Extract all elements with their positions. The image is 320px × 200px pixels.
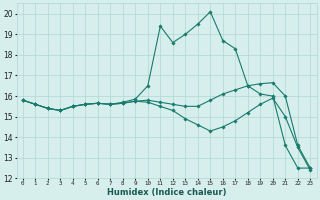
X-axis label: Humidex (Indice chaleur): Humidex (Indice chaleur)	[107, 188, 226, 197]
